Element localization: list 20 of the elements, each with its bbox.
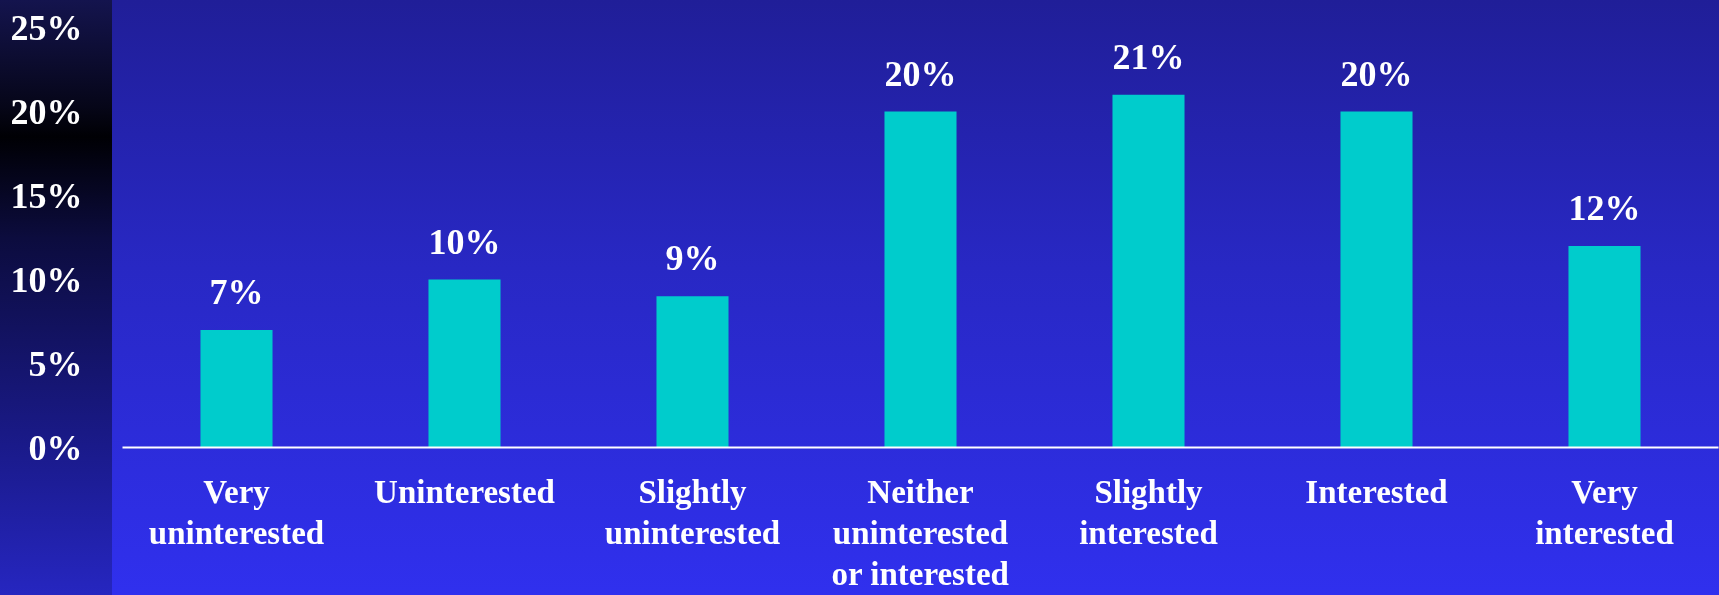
y-tick-label: 5% (28, 343, 83, 384)
x-tick-label: Slightly interested (1079, 473, 1218, 551)
x-tick-label: Uninterested (374, 473, 555, 510)
data-label: 10% (428, 221, 501, 262)
x-tick-label: Slightly uninterested (604, 473, 781, 551)
y-tick-label: 0% (28, 427, 83, 468)
x-tick-label: Very interested (1535, 473, 1674, 551)
y-tick-label: 10% (10, 259, 83, 300)
data-label: 9% (665, 238, 720, 279)
y-tick-label: 15% (10, 175, 83, 216)
y-tick-label: 25% (10, 7, 83, 48)
data-label: 7% (209, 271, 264, 312)
data-label: 12% (1568, 187, 1641, 228)
x-tick-label: Very uninterested (148, 473, 325, 551)
x-tick-label: Neither uninterested or interested (831, 473, 1009, 593)
y-tick-label: 20% (10, 91, 83, 132)
x-tick-label: Interested (1305, 473, 1448, 510)
data-label: 20% (884, 53, 957, 94)
data-label: 20% (1340, 53, 1413, 94)
data-label: 21% (1112, 36, 1185, 77)
